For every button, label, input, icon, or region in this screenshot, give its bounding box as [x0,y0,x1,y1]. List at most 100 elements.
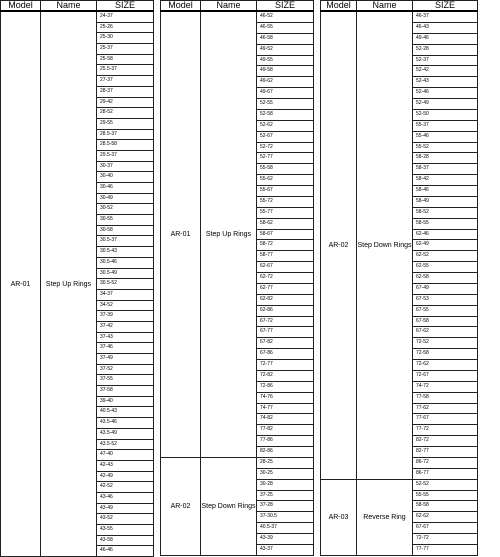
size-cell: 30.5-52 [96,278,154,290]
size-cell: 52-52 [412,478,478,491]
size-cell: 46-43 [412,21,478,34]
size-row: AR-02 Step Down Rings 46-37 [320,10,478,480]
size-row: 43.5-46 [1,417,154,429]
size-cell: 67-49 [412,282,478,295]
size-cell: 55-77 [256,206,314,219]
size-cell: 82-77 [412,446,478,458]
size-cell: 72-82 [256,369,314,382]
size-cell: 30-58 [96,224,154,237]
size-cell: 30-37 [96,160,154,173]
column-header: SIZE [412,0,478,12]
size-cell: 72-67 [412,369,478,382]
size-cell: 58-28 [412,152,478,165]
size-cell: 49-67 [256,87,314,99]
model-cell: AR-02 [320,10,357,480]
size-cell: 55-72 [256,195,314,208]
size-cell: 52-72 [256,141,314,154]
size-cell: 74-82 [256,413,314,426]
size-cell: 43-46 [96,491,154,504]
size-cell: 67-62 [412,326,478,339]
size-cell: 67-67 [412,522,478,534]
size-cell: 52-67 [256,130,314,143]
size-row: 30.5-43 [1,246,154,258]
size-cell: 55-55 [412,489,478,502]
size-cell: 37-52 [96,363,154,376]
size-cell: 28-37 [96,85,154,98]
size-cell: 43-52 [96,513,154,525]
size-cell: 28-52 [96,107,154,119]
size-row: 43-46 [1,491,154,504]
size-row: 46-43 [321,21,478,34]
size-cell: 25-37 [96,43,154,55]
size-cell: 58-42 [412,174,478,186]
size-cell: 74-76 [256,391,314,404]
size-cell: 77-77 [412,543,478,556]
size-cell: 52-62 [256,119,314,132]
size-cell: 72-86 [256,380,314,393]
size-cell: 52-28 [412,43,478,56]
size-cell: 25-26 [96,21,154,34]
size-row: 43.5-49 [1,427,154,440]
column-header: Name [356,0,413,12]
size-cell: 46-55 [256,21,314,34]
size-cell: 30-40 [96,171,154,183]
size-cell: 37-30.5 [256,511,314,524]
size-cell: 58-49 [412,195,478,208]
size-cell: 67-53 [412,293,478,306]
size-cell: 46-58 [256,32,314,45]
size-cell: 62-67 [256,261,314,273]
size-cell: 52-55 [256,98,314,110]
size-cell: 46-37 [412,10,478,23]
size-row: 43.5-52 [1,438,154,451]
size-cell: 52-50 [412,108,478,121]
size-cell: 72-77 [256,359,314,371]
column-header: Model [160,0,201,12]
size-cell: 58-62 [256,217,314,230]
size-cell: 62-72 [256,272,314,284]
size-table: Model Name SIZE AR-01 Step Up Rings 46-52 46-5… [160,0,314,556]
column-header: SIZE [96,0,154,12]
size-row: 34-37 [1,288,154,301]
size-cell: 55-58 [256,163,314,176]
size-cell: 52-37 [412,54,478,67]
page: Model Name SIZE AR-01 Step Up Rings 24-37 25-2… [0,0,478,557]
size-cell: 30.5-49 [96,267,154,280]
size-cell: 28.5-37 [96,128,154,141]
size-cell: 62-62 [412,511,478,524]
size-cell: 58-77 [256,250,314,263]
size-cell: 77-62 [412,402,478,415]
size-cell: 34-52 [96,299,154,312]
size-row: 42-49 [1,470,154,483]
size-cell: 82-72 [412,435,478,447]
size-row: 37-55 [1,374,154,387]
size-cell: 46-52 [256,10,314,23]
size-cell: 52-46 [412,87,478,99]
model-cell: AR-01 [160,10,201,458]
size-cell: 43-58 [96,534,154,547]
size-cell: 42-43 [96,459,154,472]
size-cell: 43.5-49 [96,427,154,440]
size-cell: 72-52 [412,337,478,350]
header-row: Model Name SIZE [160,0,314,12]
size-cell: 49-58 [256,65,314,78]
size-cell: 27-37 [96,75,154,87]
size-cell: 77-58 [412,391,478,404]
size-cell: 74-72 [412,380,478,393]
size-cell: 58-55 [412,217,478,230]
size-cell: 67-58 [412,315,478,328]
size-row: 30.5-49 [1,267,154,280]
size-row: 49-46 [321,32,478,45]
size-cell: 67-77 [256,326,314,339]
size-cell: 58-67 [256,228,314,241]
size-cell: 55-67 [256,185,314,197]
size-row: 46-58 [161,32,314,45]
size-row: 49-52 [161,43,314,56]
model-cell: AR-01 [0,10,41,557]
size-row: 37-42 [1,320,154,333]
size-cell: 55-37 [412,119,478,132]
size-row: 46-55 [161,21,314,34]
size-row: 52-28 [321,43,478,56]
size-cell: 47-40 [96,449,154,461]
size-cell: 42-49 [96,470,154,483]
size-cell: 30-46 [96,182,154,194]
